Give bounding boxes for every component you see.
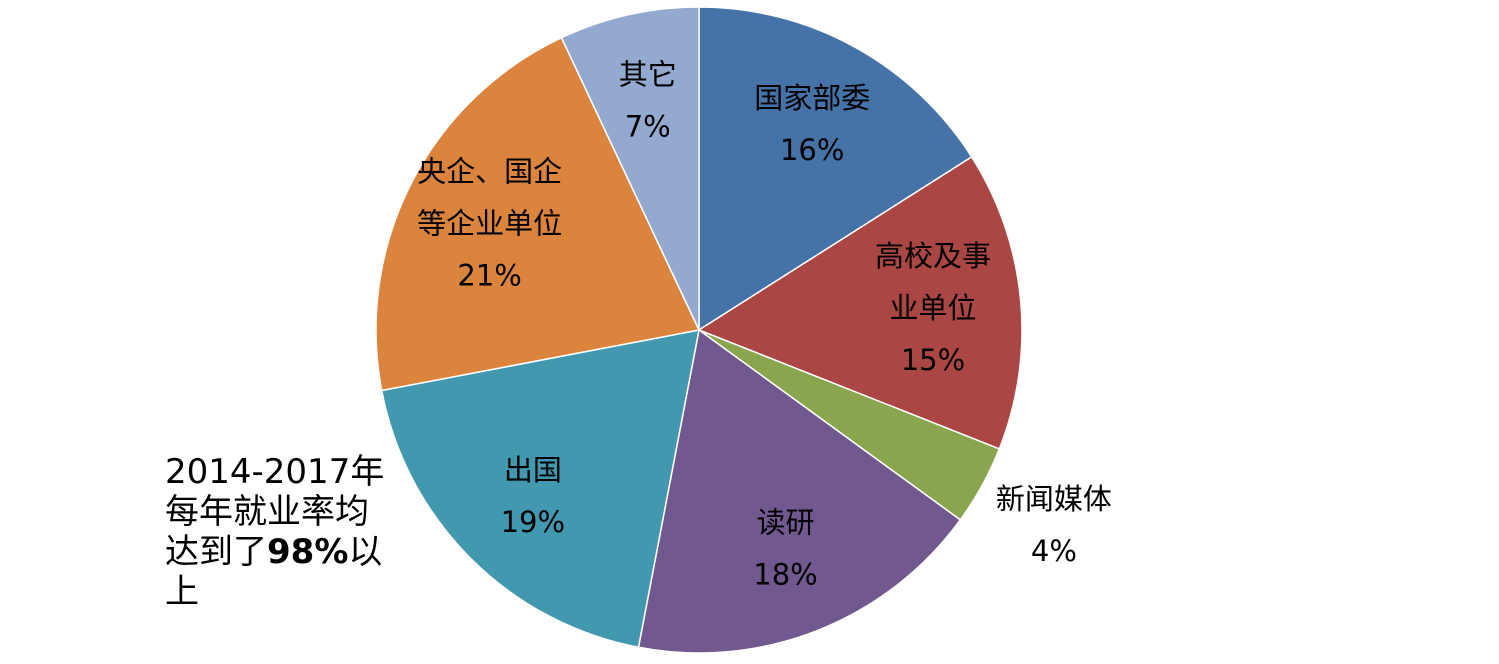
slice-name-label: 其它 [619,58,677,92]
pie-slice [380,329,700,649]
slice-name-label: 高校及事 [875,239,991,273]
slice-label: 出国 19% [501,453,565,539]
slice-label: 其它 7% [619,58,677,144]
slice-value-label: 7% [625,110,671,144]
annotation-line: 2014-2017年 [165,452,385,492]
annotation-text: 以 [348,532,383,572]
pie-slice [637,328,962,654]
pie-slice [375,36,701,392]
slice-name-label: 读研 [757,505,815,539]
slice-value-label: 16% [780,133,844,167]
slice-value-label: 15% [901,343,965,377]
slice-label: 读研 18% [753,505,817,591]
slice-name-label: 央企、国企 [417,154,562,188]
slice-label: 高校及事业单位 15% [875,239,991,377]
slice-name-label: 新闻媒体 [996,482,1112,516]
slice-name-label: 业单位 [889,291,976,325]
slice-value-label: 19% [501,505,565,539]
slice-name-label: 国家部委 [754,81,870,115]
slice-label: 央企、国企等企业单位 21% [417,154,562,292]
slice-value-label: 21% [457,258,521,292]
slice-label: 国家部委 16% [754,81,870,167]
pie-slice [697,155,1023,450]
employment-rate-annotation: 2014-2017年 每年就业率均 达到了98%以 上 [165,452,405,612]
annotation-line: 上 [165,572,199,612]
annotation-text: 达到了 [165,532,267,572]
slice-value-label: 18% [753,557,817,591]
slice-value-label: 4% [1031,534,1077,568]
annotation-highlight: 98% [267,532,349,572]
slice-name-label: 等企业单位 [417,206,562,240]
pie-slice [698,6,973,332]
annotation-line: 每年就业率均 [165,492,369,532]
annotation-line: 达到了98%以 [165,532,405,572]
slice-label: 新闻媒体 4% [996,482,1112,568]
pie-slice [560,6,700,331]
slice-name-label: 出国 [504,453,562,487]
